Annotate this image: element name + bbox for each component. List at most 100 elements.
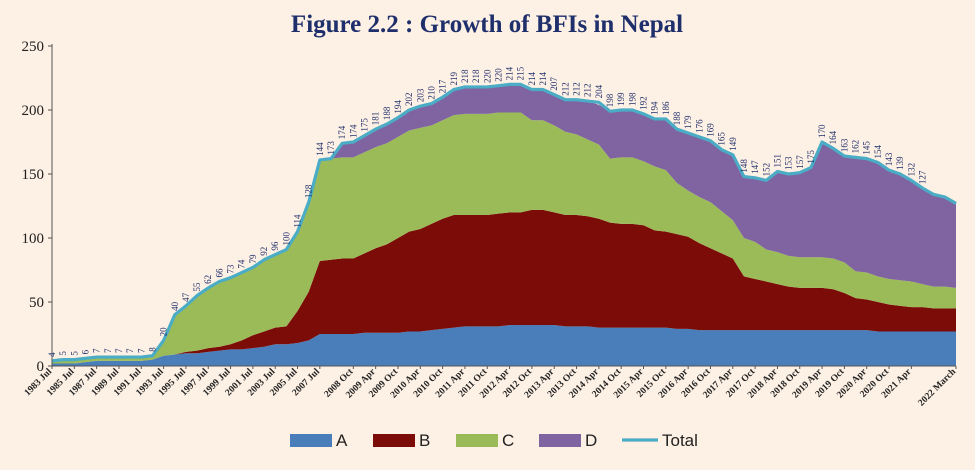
- y-tick-label: 50: [29, 295, 44, 311]
- data-label: 127: [918, 170, 928, 184]
- data-label: 151: [772, 154, 782, 168]
- y-tick-label: 200: [22, 103, 45, 119]
- data-label: 220: [493, 68, 503, 82]
- data-label: 139: [895, 156, 905, 170]
- data-label: 212: [560, 82, 570, 96]
- data-label: 163: [839, 138, 849, 152]
- data-label: 164: [828, 130, 838, 144]
- data-label: 176: [694, 119, 704, 133]
- data-label: 128: [304, 184, 314, 198]
- data-label: 148: [739, 159, 749, 173]
- data-label: 214: [538, 72, 548, 86]
- data-label: 218: [471, 69, 481, 83]
- data-label: 7: [125, 348, 135, 353]
- data-label: 132: [906, 163, 916, 177]
- data-label: 169: [705, 123, 715, 137]
- total-line-group: [51, 82, 957, 363]
- y-axis-ticks: 0 50 100 150 200 250: [22, 39, 52, 375]
- data-label: 214: [505, 66, 515, 80]
- legend-swatch-d: [539, 434, 581, 447]
- legend-label-b: B: [419, 431, 430, 450]
- y-tick-label: 100: [22, 231, 45, 247]
- data-label: 7: [103, 348, 113, 353]
- data-label: 203: [415, 88, 425, 102]
- x-tick-label: 2022 March: [917, 367, 959, 409]
- y-tick-label: 250: [22, 39, 45, 55]
- data-label: 5: [69, 351, 79, 356]
- legend: A B C D Total: [290, 431, 698, 450]
- legend-label-total: Total: [662, 431, 698, 450]
- data-label: 194: [650, 101, 660, 115]
- data-label: 194: [393, 100, 403, 114]
- area-series-b: [52, 209, 956, 364]
- data-label: 147: [750, 160, 760, 174]
- data-label: 210: [426, 86, 436, 100]
- data-label: 6: [80, 349, 90, 354]
- y-tick-label: 150: [22, 167, 45, 183]
- data-label: 92: [259, 247, 269, 256]
- data-label: 165: [717, 132, 727, 146]
- data-label: 7: [92, 348, 102, 353]
- data-label: 212: [572, 82, 582, 96]
- data-label: 174: [348, 124, 358, 138]
- data-label: 207: [549, 77, 559, 91]
- legend-label-a: A: [336, 431, 348, 450]
- data-label: 96: [270, 241, 280, 251]
- data-label: 219: [449, 72, 459, 86]
- data-label: 7: [114, 348, 124, 353]
- data-label: 173: [326, 141, 336, 155]
- data-label: 218: [460, 69, 470, 83]
- legend-swatch-b: [373, 434, 415, 447]
- data-label: 5: [58, 351, 68, 356]
- axes: [51, 44, 956, 367]
- data-label: 217: [438, 79, 448, 93]
- data-label: 199: [616, 92, 626, 106]
- data-label: 74: [237, 259, 247, 269]
- legend-swatch-c: [456, 434, 498, 447]
- data-label: 154: [873, 144, 883, 158]
- data-label: 220: [482, 69, 492, 83]
- data-label: 66: [214, 268, 224, 278]
- data-label: 198: [605, 93, 615, 107]
- data-label: 7: [136, 348, 146, 353]
- data-label: 202: [404, 93, 414, 107]
- area-series-a: [52, 325, 956, 366]
- data-label: 175: [359, 118, 369, 132]
- data-label: 144: [315, 142, 325, 156]
- data-label: 20: [159, 327, 169, 337]
- total-line: [51, 82, 957, 363]
- data-label: 188: [672, 111, 682, 125]
- data-label: 162: [851, 140, 861, 154]
- data-label: 143: [884, 152, 894, 166]
- legend-label-d: D: [585, 431, 597, 450]
- data-label: 188: [382, 106, 392, 120]
- data-label: 175: [806, 150, 816, 164]
- legend-label-c: C: [502, 431, 514, 450]
- data-label: 8: [147, 347, 157, 352]
- y-tick-label: 0: [37, 359, 45, 375]
- data-label: 79: [248, 254, 258, 264]
- data-label: 55: [192, 282, 202, 292]
- data-label: 212: [583, 84, 593, 98]
- data-label: 214: [527, 72, 537, 86]
- data-label: 186: [661, 101, 671, 115]
- data-label: 100: [281, 232, 291, 246]
- data-label: 149: [728, 137, 738, 151]
- data-label: 152: [761, 163, 771, 177]
- data-label: 181: [371, 112, 381, 126]
- legend-swatch-a: [290, 434, 332, 447]
- area-series-c: [52, 112, 956, 364]
- data-label: 73: [226, 264, 236, 274]
- data-label: 204: [594, 84, 604, 98]
- data-label: 145: [862, 141, 872, 155]
- area-layers: [52, 84, 956, 366]
- data-label: 215: [516, 66, 526, 80]
- data-label: 114: [293, 214, 303, 228]
- data-label: 198: [627, 92, 637, 106]
- data-label: 40: [170, 301, 180, 311]
- data-label: 153: [784, 156, 794, 170]
- data-label: 62: [203, 275, 213, 284]
